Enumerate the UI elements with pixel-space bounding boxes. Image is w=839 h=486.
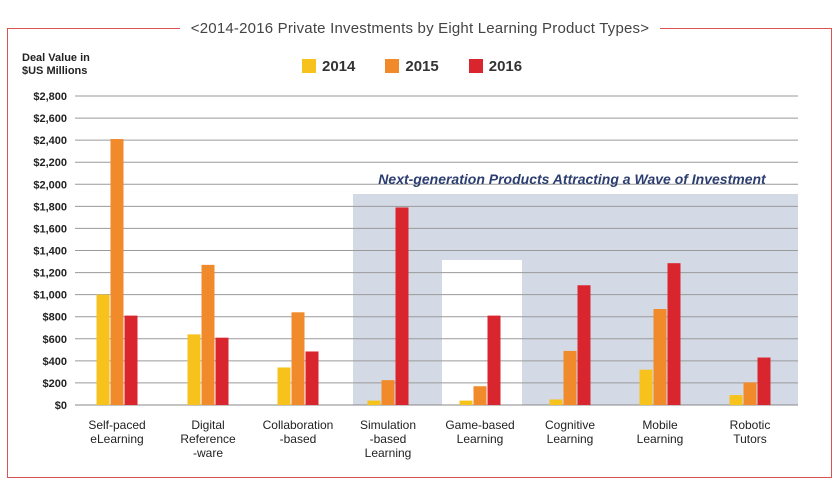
y-tick-label-2200: $2,200 — [33, 157, 67, 169]
bar-2014-4 — [459, 400, 473, 405]
bar-2015-1 — [201, 264, 215, 405]
legend-item-2015: 2015 — [385, 56, 439, 76]
x-category-label-7-line-0: Robotic — [730, 418, 771, 432]
bar-2016-4 — [487, 315, 501, 405]
legend: 2014 2015 2016 — [302, 56, 522, 76]
x-category-label-5-line-0: Cognitive — [545, 418, 595, 432]
y-tick-label-2000: $2,000 — [33, 179, 67, 191]
y-axis-label-line-1: Deal Value in — [22, 52, 90, 64]
bar-2015-4 — [473, 386, 487, 405]
y-axis-label: Deal Value in $US Millions — [22, 52, 90, 78]
chart-title-container: <2014-2016 Private Investments by Eight … — [180, 18, 660, 40]
legend-swatch-2016 — [468, 59, 483, 73]
x-category-label-1-line-0: Digital — [191, 418, 224, 432]
x-category-label-4-line-0: Game-based — [445, 418, 514, 432]
y-tick-label-1000: $1,000 — [33, 290, 67, 302]
bar-2015-5 — [563, 350, 577, 405]
y-tick-label-1400: $1,400 — [33, 246, 67, 258]
bar-2014-2 — [277, 367, 291, 405]
bar-2014-3 — [367, 400, 381, 405]
y-tick-label-600: $600 — [43, 334, 67, 346]
y-tick-label-1600: $1,600 — [33, 223, 67, 235]
x-category-label-3-line-2: Learning — [365, 446, 412, 460]
highlight-cutout — [442, 260, 522, 405]
bar-2016-0 — [124, 315, 138, 405]
bar-2016-3 — [395, 207, 409, 405]
legend-swatch-2014 — [302, 59, 316, 73]
y-axis-label-line-2: $US Millions — [22, 65, 88, 77]
bar-2015-3 — [381, 380, 395, 405]
legend-swatch-2015 — [385, 59, 400, 73]
y-tick-label-800: $800 — [43, 312, 67, 324]
x-category-label-6-line-0: Mobile — [642, 418, 678, 432]
y-tick-label-2600: $2,600 — [33, 113, 67, 125]
y-tick-label-1200: $1,200 — [33, 268, 67, 280]
bar-2014-0 — [96, 294, 110, 405]
chart-title: <2014-2016 Private Investments by Eight … — [190, 20, 650, 37]
y-tick-label-0: $0 — [55, 400, 67, 412]
annotation-text: Next-generation Products Attracting a Wa… — [378, 171, 767, 187]
x-category-label-2-line-0: Collaboration — [263, 418, 334, 432]
bar-2014-1 — [187, 334, 201, 405]
bar-2015-0 — [110, 139, 124, 405]
y-tick-label-2800: $2,800 — [33, 91, 67, 103]
x-category-label-7-line-1: Tutors — [733, 432, 767, 446]
y-tick-label-400: $400 — [43, 356, 67, 368]
x-category-label-1-line-1: Reference — [180, 432, 236, 446]
bar-2016-1 — [215, 337, 229, 405]
bar-2014-6 — [639, 369, 653, 405]
legend-label-2015: 2015 — [405, 57, 439, 75]
bar-2016-2 — [305, 351, 319, 405]
x-category-label-0-line-1: eLearning — [90, 432, 143, 446]
legend-label-2016: 2016 — [488, 57, 523, 75]
bar-2016-6 — [667, 263, 681, 405]
x-category-label-2-line-1: -based — [280, 432, 317, 446]
y-tick-label-200: $200 — [43, 378, 67, 390]
x-category-label-4-line-1: Learning — [457, 432, 504, 446]
bar-2015-2 — [291, 312, 305, 405]
x-category-label-6-line-1: Learning — [637, 432, 684, 446]
bar-2014-7 — [729, 395, 743, 405]
bar-2016-5 — [577, 285, 591, 405]
x-category-label-0-line-0: Self-paced — [88, 418, 145, 432]
bar-2016-7 — [757, 357, 771, 405]
x-category-label-3-line-0: Simulation — [360, 418, 416, 432]
bar-2014-5 — [549, 399, 563, 405]
x-category-label-1-line-2: -ware — [193, 446, 223, 460]
x-category-label-5-line-1: Learning — [547, 432, 594, 446]
y-tick-label-2400: $2,400 — [33, 135, 67, 147]
legend-item-2016: 2016 — [468, 56, 523, 76]
y-tick-label-1800: $1,800 — [33, 201, 67, 213]
legend-label-2014: 2014 — [322, 57, 356, 75]
bar-2015-7 — [743, 382, 757, 405]
legend-item-2014: 2014 — [302, 56, 355, 76]
x-category-label-3-line-1: -based — [370, 432, 407, 446]
bar-2015-6 — [653, 308, 667, 405]
